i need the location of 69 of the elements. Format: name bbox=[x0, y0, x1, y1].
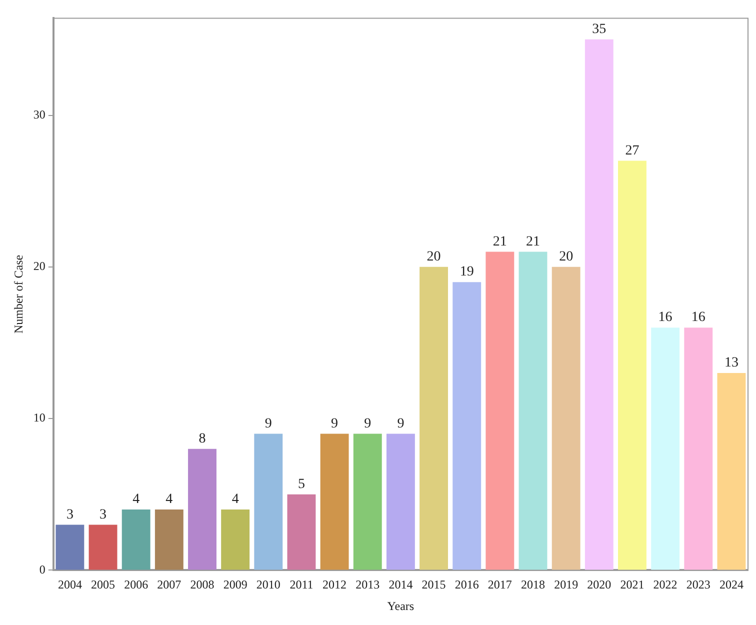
bar bbox=[56, 524, 84, 570]
x-tick-label: 2006 bbox=[124, 578, 148, 592]
bar bbox=[88, 524, 118, 570]
x-tick-label: 2010 bbox=[256, 578, 280, 592]
data-label: 9 bbox=[397, 416, 404, 432]
x-tick-label: 2005 bbox=[91, 578, 116, 592]
x-axis-title: Years bbox=[387, 598, 414, 613]
data-label: 3 bbox=[100, 507, 107, 522]
bar bbox=[287, 494, 316, 570]
x-tick-label: 2009 bbox=[223, 578, 248, 592]
data-label: 21 bbox=[492, 234, 507, 250]
bar bbox=[651, 328, 680, 570]
data-label: 5 bbox=[298, 477, 305, 492]
bar bbox=[618, 160, 646, 570]
x-tick-label: 2007 bbox=[157, 578, 182, 592]
bar bbox=[518, 252, 548, 570]
bar bbox=[320, 434, 349, 570]
data-label: 4 bbox=[232, 492, 239, 508]
x-tick-label: 2012 bbox=[322, 578, 347, 592]
bar bbox=[584, 39, 614, 570]
data-label: 9 bbox=[264, 416, 272, 432]
data-label: 35 bbox=[592, 22, 606, 38]
y-tick-label: 20 bbox=[33, 259, 46, 274]
x-tick-label: 2016 bbox=[454, 578, 479, 592]
bar bbox=[386, 434, 415, 570]
bar bbox=[452, 282, 482, 570]
x-tick-label: 2021 bbox=[620, 578, 644, 592]
x-tick-label: 2011 bbox=[290, 578, 314, 592]
bar bbox=[353, 434, 382, 570]
x-tick-label: 2017 bbox=[488, 578, 512, 592]
data-label: 20 bbox=[426, 250, 441, 265]
data-label: 27 bbox=[625, 143, 640, 158]
x-tick-label: 2023 bbox=[686, 578, 710, 592]
x-tick-label: 2020 bbox=[587, 578, 612, 592]
y-tick-label: 30 bbox=[33, 107, 46, 122]
data-label: 13 bbox=[724, 356, 738, 371]
bar bbox=[122, 510, 150, 570]
bar bbox=[221, 510, 250, 570]
data-label: 16 bbox=[658, 310, 672, 326]
bar bbox=[552, 266, 580, 570]
y-axis-title: Number of Case bbox=[11, 254, 26, 334]
x-tick-label: 2022 bbox=[653, 578, 678, 592]
x-tick-label: 2018 bbox=[521, 578, 546, 592]
data-label: 9 bbox=[331, 416, 338, 432]
data-label: 20 bbox=[559, 250, 574, 265]
x-tick-label: 2014 bbox=[388, 578, 413, 592]
x-tick-label: 2013 bbox=[356, 578, 380, 592]
data-label: 21 bbox=[526, 234, 540, 250]
data-label: 16 bbox=[691, 310, 706, 326]
data-label: 3 bbox=[66, 507, 74, 522]
bar bbox=[420, 266, 448, 570]
y-tick-label: 0 bbox=[39, 562, 46, 576]
x-tick-label: 2024 bbox=[719, 578, 744, 592]
bar bbox=[188, 448, 216, 570]
data-label: 4 bbox=[166, 492, 173, 508]
data-label: 4 bbox=[132, 492, 140, 508]
x-tick-label: 2019 bbox=[554, 578, 578, 592]
data-label: 19 bbox=[460, 264, 474, 280]
x-tick-label: 2004 bbox=[58, 578, 82, 592]
data-label: 8 bbox=[198, 432, 206, 447]
bar bbox=[254, 434, 283, 570]
bar bbox=[684, 328, 713, 570]
bar bbox=[486, 252, 514, 570]
x-tick-label: 2015 bbox=[422, 578, 446, 592]
bar bbox=[154, 510, 184, 570]
x-tick-label: 2008 bbox=[190, 578, 214, 592]
data-label: 9 bbox=[364, 416, 372, 432]
y-tick-label: 10 bbox=[33, 410, 46, 425]
bar bbox=[717, 373, 746, 570]
